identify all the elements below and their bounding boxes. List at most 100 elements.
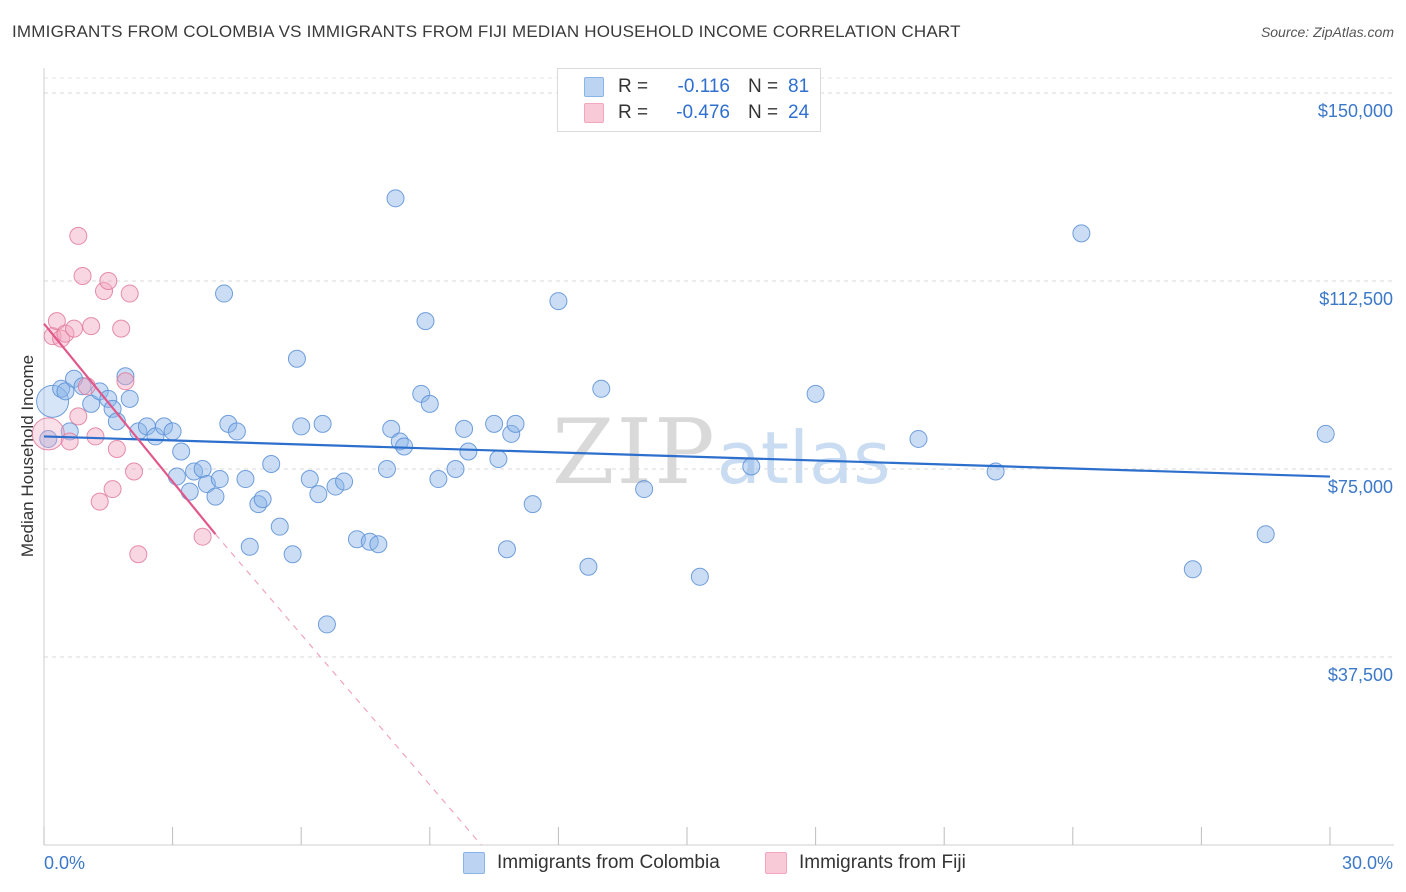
data-point xyxy=(1183,560,1202,579)
data-point xyxy=(39,429,58,448)
data-point xyxy=(107,439,126,458)
data-point xyxy=(99,272,118,291)
series-swatch-fiji xyxy=(765,852,787,874)
data-point xyxy=(446,460,465,479)
data-point xyxy=(172,442,191,461)
trend-lines xyxy=(43,322,1331,846)
data-point xyxy=(1072,224,1091,243)
data-point xyxy=(163,422,182,441)
data-point xyxy=(103,480,122,499)
data-point xyxy=(236,470,255,489)
data-point xyxy=(240,537,259,556)
data-points xyxy=(31,189,1335,634)
data-point xyxy=(69,407,88,426)
data-point xyxy=(120,284,139,303)
axes xyxy=(43,68,1394,846)
data-point xyxy=(90,492,109,511)
legend-n-value: 24 xyxy=(788,102,810,123)
data-point xyxy=(206,487,225,506)
data-point xyxy=(806,384,825,403)
series-fiji-points xyxy=(31,226,212,564)
data-point xyxy=(455,419,474,438)
trend-extension-fiji xyxy=(215,533,482,846)
data-point xyxy=(125,462,144,481)
data-point xyxy=(77,377,96,396)
series-name-colombia: Immigrants from Colombia xyxy=(497,852,720,873)
trend-line-colombia xyxy=(43,435,1331,478)
data-point xyxy=(420,394,439,413)
data-point xyxy=(416,312,435,331)
data-point xyxy=(193,460,212,479)
legend-n-label: N = xyxy=(748,76,779,97)
chart-source: Source: ZipAtlas.com xyxy=(1260,24,1394,40)
legend-row-fiji: R = -0.476 N = 24 xyxy=(584,101,809,125)
data-point xyxy=(489,449,508,468)
data-point xyxy=(253,490,272,509)
data-point xyxy=(73,377,92,396)
data-point xyxy=(292,417,311,436)
data-point xyxy=(82,394,101,413)
data-point xyxy=(73,267,92,286)
y-tick-label: $112,500 xyxy=(1319,289,1393,309)
data-point xyxy=(429,470,448,489)
data-point xyxy=(377,460,396,479)
series-legend-fiji[interactable]: Immigrants from Fiji xyxy=(765,852,966,874)
data-point xyxy=(283,545,302,564)
data-point xyxy=(549,292,568,311)
data-point xyxy=(326,477,345,496)
data-point xyxy=(116,372,135,391)
data-point xyxy=(116,367,135,386)
data-point xyxy=(497,540,516,559)
data-point xyxy=(369,535,388,554)
data-point xyxy=(210,470,229,489)
data-point xyxy=(287,349,306,368)
data-point xyxy=(502,424,521,443)
data-point xyxy=(506,414,525,433)
legend-r-value: -0.116 xyxy=(677,76,730,97)
series-name-fiji: Immigrants from Fiji xyxy=(799,852,966,873)
data-point xyxy=(592,379,611,398)
data-point xyxy=(300,470,319,489)
data-point xyxy=(36,384,70,418)
data-point xyxy=(56,324,75,343)
data-point xyxy=(523,495,542,514)
data-point xyxy=(270,517,289,536)
data-point xyxy=(167,467,186,486)
data-point xyxy=(60,422,79,441)
y-tick-label: $150,000 xyxy=(1318,101,1393,121)
data-point xyxy=(69,226,88,245)
data-point xyxy=(99,389,118,408)
data-point xyxy=(1256,525,1275,544)
trend-line-fiji xyxy=(43,322,217,535)
data-point xyxy=(262,455,281,474)
data-point xyxy=(382,419,401,438)
legend-r-label: R = xyxy=(618,102,649,123)
data-point xyxy=(579,557,598,576)
data-point xyxy=(86,427,105,446)
legend-r-label: R = xyxy=(618,76,649,97)
data-point xyxy=(47,312,66,331)
series-colombia-points xyxy=(36,189,1335,634)
data-point xyxy=(1316,424,1335,443)
series-legend: Immigrants from Colombia Immigrants from… xyxy=(0,852,1406,878)
data-point xyxy=(112,319,131,338)
data-point xyxy=(65,319,84,338)
data-point xyxy=(635,480,654,499)
data-point xyxy=(459,442,478,461)
series-swatch-colombia xyxy=(463,852,485,874)
data-point xyxy=(485,414,504,433)
data-point xyxy=(313,414,332,433)
data-point xyxy=(690,567,709,586)
data-point xyxy=(742,457,761,476)
data-point xyxy=(60,432,79,451)
series-legend-colombia[interactable]: Immigrants from Colombia xyxy=(463,852,720,874)
data-point xyxy=(309,485,328,504)
data-point xyxy=(155,417,174,436)
x-tick-label: 0.0% xyxy=(44,853,85,873)
y-tick-label: $37,500 xyxy=(1328,665,1393,685)
data-point xyxy=(82,317,101,336)
chart-title: IMMIGRANTS FROM COLOMBIA VS IMMIGRANTS F… xyxy=(12,22,961,41)
data-point xyxy=(193,527,212,546)
data-point xyxy=(227,422,246,441)
